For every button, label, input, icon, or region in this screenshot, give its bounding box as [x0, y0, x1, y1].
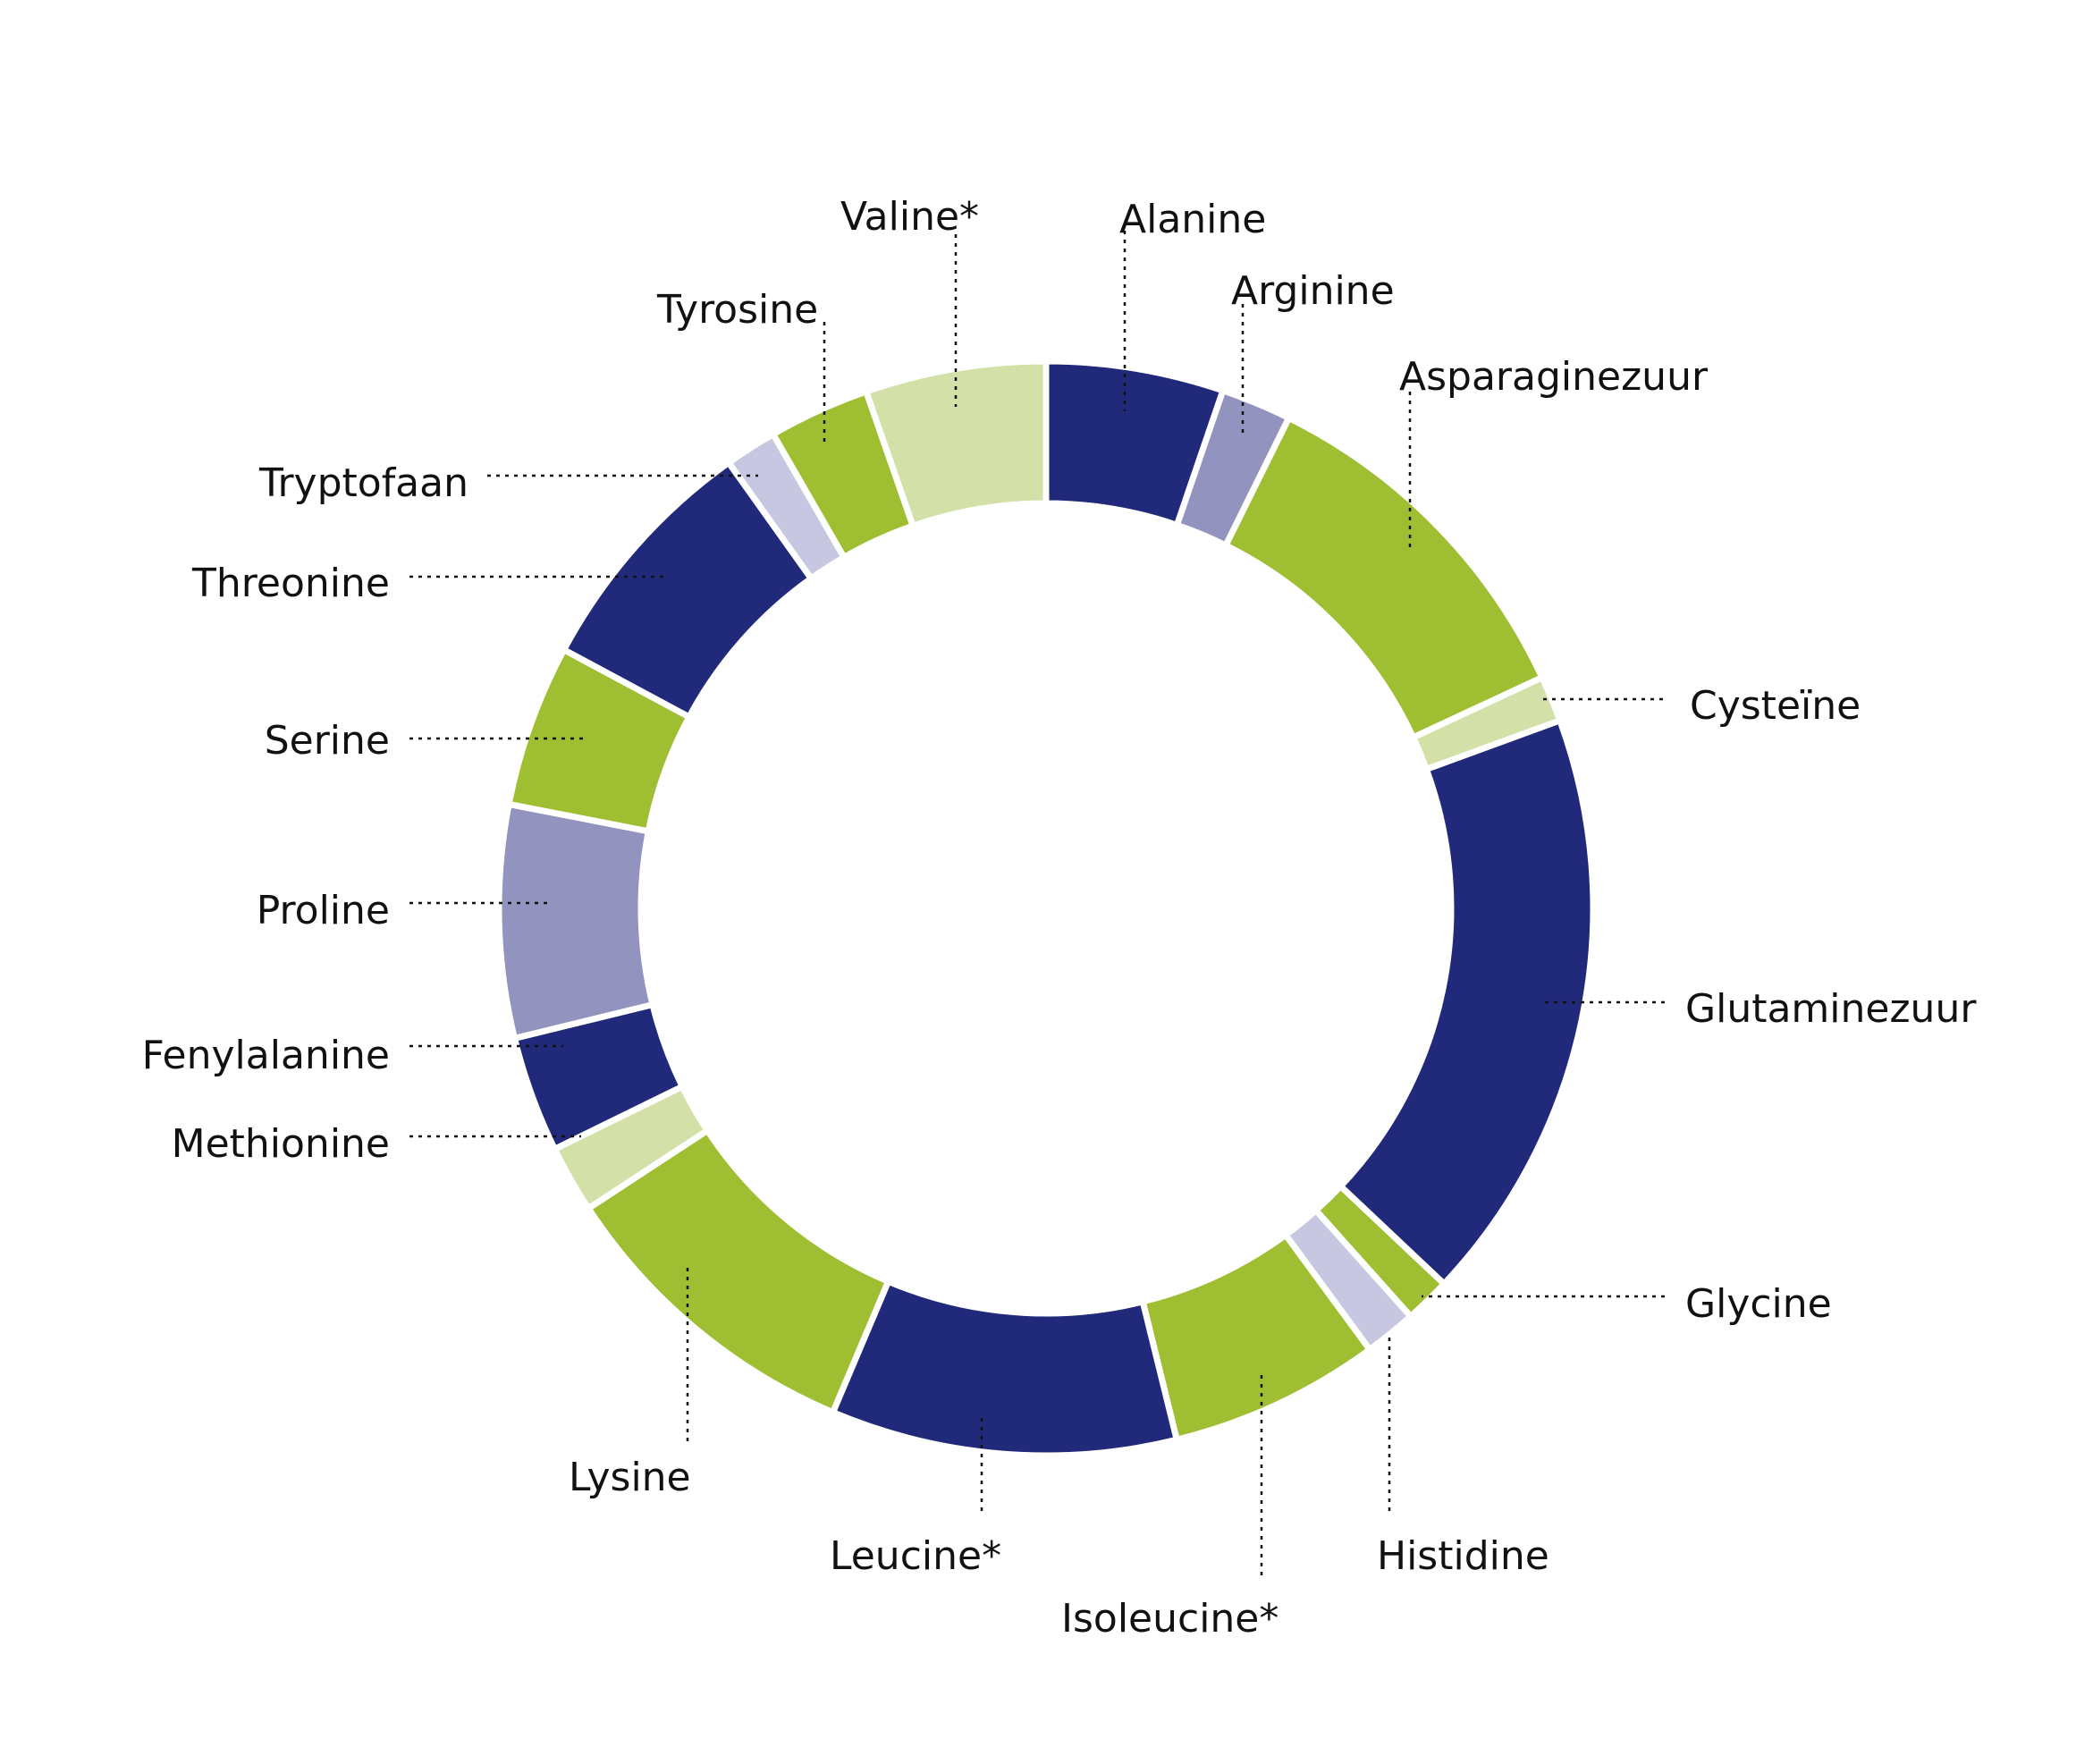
slice-asparaginezuur	[1221, 413, 1547, 742]
slice-proline	[495, 800, 657, 1042]
slices-layer	[495, 358, 1597, 1459]
slice-valine	[862, 358, 1050, 530]
label-leucine: Leucine*	[830, 1533, 1001, 1579]
leader-lines-layer	[409, 231, 1665, 1575]
label-asparaginezuur: Asparaginezuur	[1399, 354, 1709, 400]
label-tryptofaan: Tryptofaan	[258, 460, 468, 506]
label-threonine: Threonine	[191, 561, 390, 606]
slice-leucine	[829, 1277, 1181, 1459]
label-tyrosine: Tyrosine	[656, 287, 818, 333]
label-histidine: Histidine	[1377, 1533, 1549, 1579]
label-isoleucine: Isoleucine*	[1061, 1596, 1279, 1642]
label-fenylalanine: Fenylalanine	[142, 1033, 390, 1078]
label-cyste-ne: Cysteïne	[1690, 683, 1861, 729]
label-arginine: Arginine	[1231, 268, 1395, 314]
label-valine: Valine*	[840, 194, 979, 240]
label-proline: Proline	[257, 888, 390, 933]
label-methionine: Methionine	[172, 1121, 390, 1167]
label-serine: Serine	[265, 718, 390, 764]
label-lysine: Lysine	[569, 1455, 691, 1500]
label-glutaminezuur: Glutaminezuur	[1685, 986, 1977, 1032]
label-glycine: Glycine	[1685, 1281, 1832, 1327]
label-alanine: Alanine	[1119, 197, 1266, 242]
